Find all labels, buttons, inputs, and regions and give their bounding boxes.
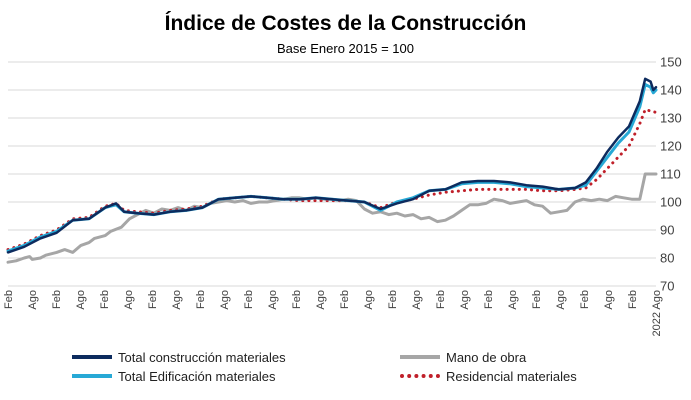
- y-tick-label-150: 150: [660, 55, 682, 70]
- x-tick-label-26: Feb: [627, 290, 639, 309]
- x-tick-label-21: Ago: [507, 290, 519, 310]
- x-tick-label-14: Feb: [339, 290, 351, 309]
- x-tick-label-11: Ago: [267, 290, 279, 310]
- y-tick-label-130: 130: [660, 111, 682, 126]
- series-line-total-construccion-materiales: [6, 77, 658, 254]
- y-tick-label-100: 100: [660, 195, 682, 210]
- x-tick-label-10: Feb: [243, 290, 255, 309]
- x-tick-label-15: Ago: [363, 290, 375, 310]
- x-tick-label-19: Ago: [459, 290, 471, 310]
- x-tick-label-18: Feb: [435, 290, 447, 309]
- x-tick-label-20: Feb: [483, 290, 495, 309]
- x-tick-label-24: Feb: [579, 290, 591, 309]
- x-tick-label-6: Feb: [147, 290, 159, 309]
- x-tick-label-7: Ago: [171, 290, 183, 310]
- x-tick-label-27: 2022 Ago: [651, 290, 663, 337]
- x-tick-label-3: Ago: [75, 290, 87, 310]
- x-tick-label-17: Ago: [411, 290, 423, 310]
- chart-title: Índice de Costes de la Construcción: [164, 12, 527, 35]
- y-tick-label-90: 90: [660, 223, 674, 238]
- series-line-total-edificacion-materiales: [6, 82, 658, 253]
- series-line-residencial-materiales: [6, 108, 658, 252]
- series-line-mano-de-obra: [6, 172, 658, 264]
- x-tick-label-2: Feb: [51, 290, 63, 309]
- y-tick-label-70: 70: [660, 279, 674, 294]
- x-tick-label-25: Ago: [603, 290, 615, 310]
- x-tick-label-12: Feb: [291, 290, 303, 309]
- x-tick-label-23: Ago: [555, 290, 567, 310]
- y-tick-label-140: 140: [660, 83, 682, 98]
- y-tick-label-120: 120: [660, 139, 682, 154]
- x-tick-label-9: Ago: [219, 290, 231, 310]
- x-tick-label-1: Ago: [27, 290, 39, 310]
- y-tick-label-80: 80: [660, 251, 674, 266]
- x-tick-label-16: Feb: [387, 290, 399, 309]
- x-tick-label-0: Feb: [3, 290, 15, 309]
- y-tick-label-110: 110: [660, 167, 681, 182]
- x-tick-label-22: Feb: [531, 290, 543, 309]
- chart-subtitle: Base Enero 2015 = 100: [277, 41, 414, 56]
- x-tick-label-8: Feb: [195, 290, 207, 309]
- x-tick-label-5: Ago: [123, 290, 135, 310]
- x-tick-label-4: Feb: [99, 290, 111, 309]
- x-tick-label-13: Ago: [315, 290, 327, 310]
